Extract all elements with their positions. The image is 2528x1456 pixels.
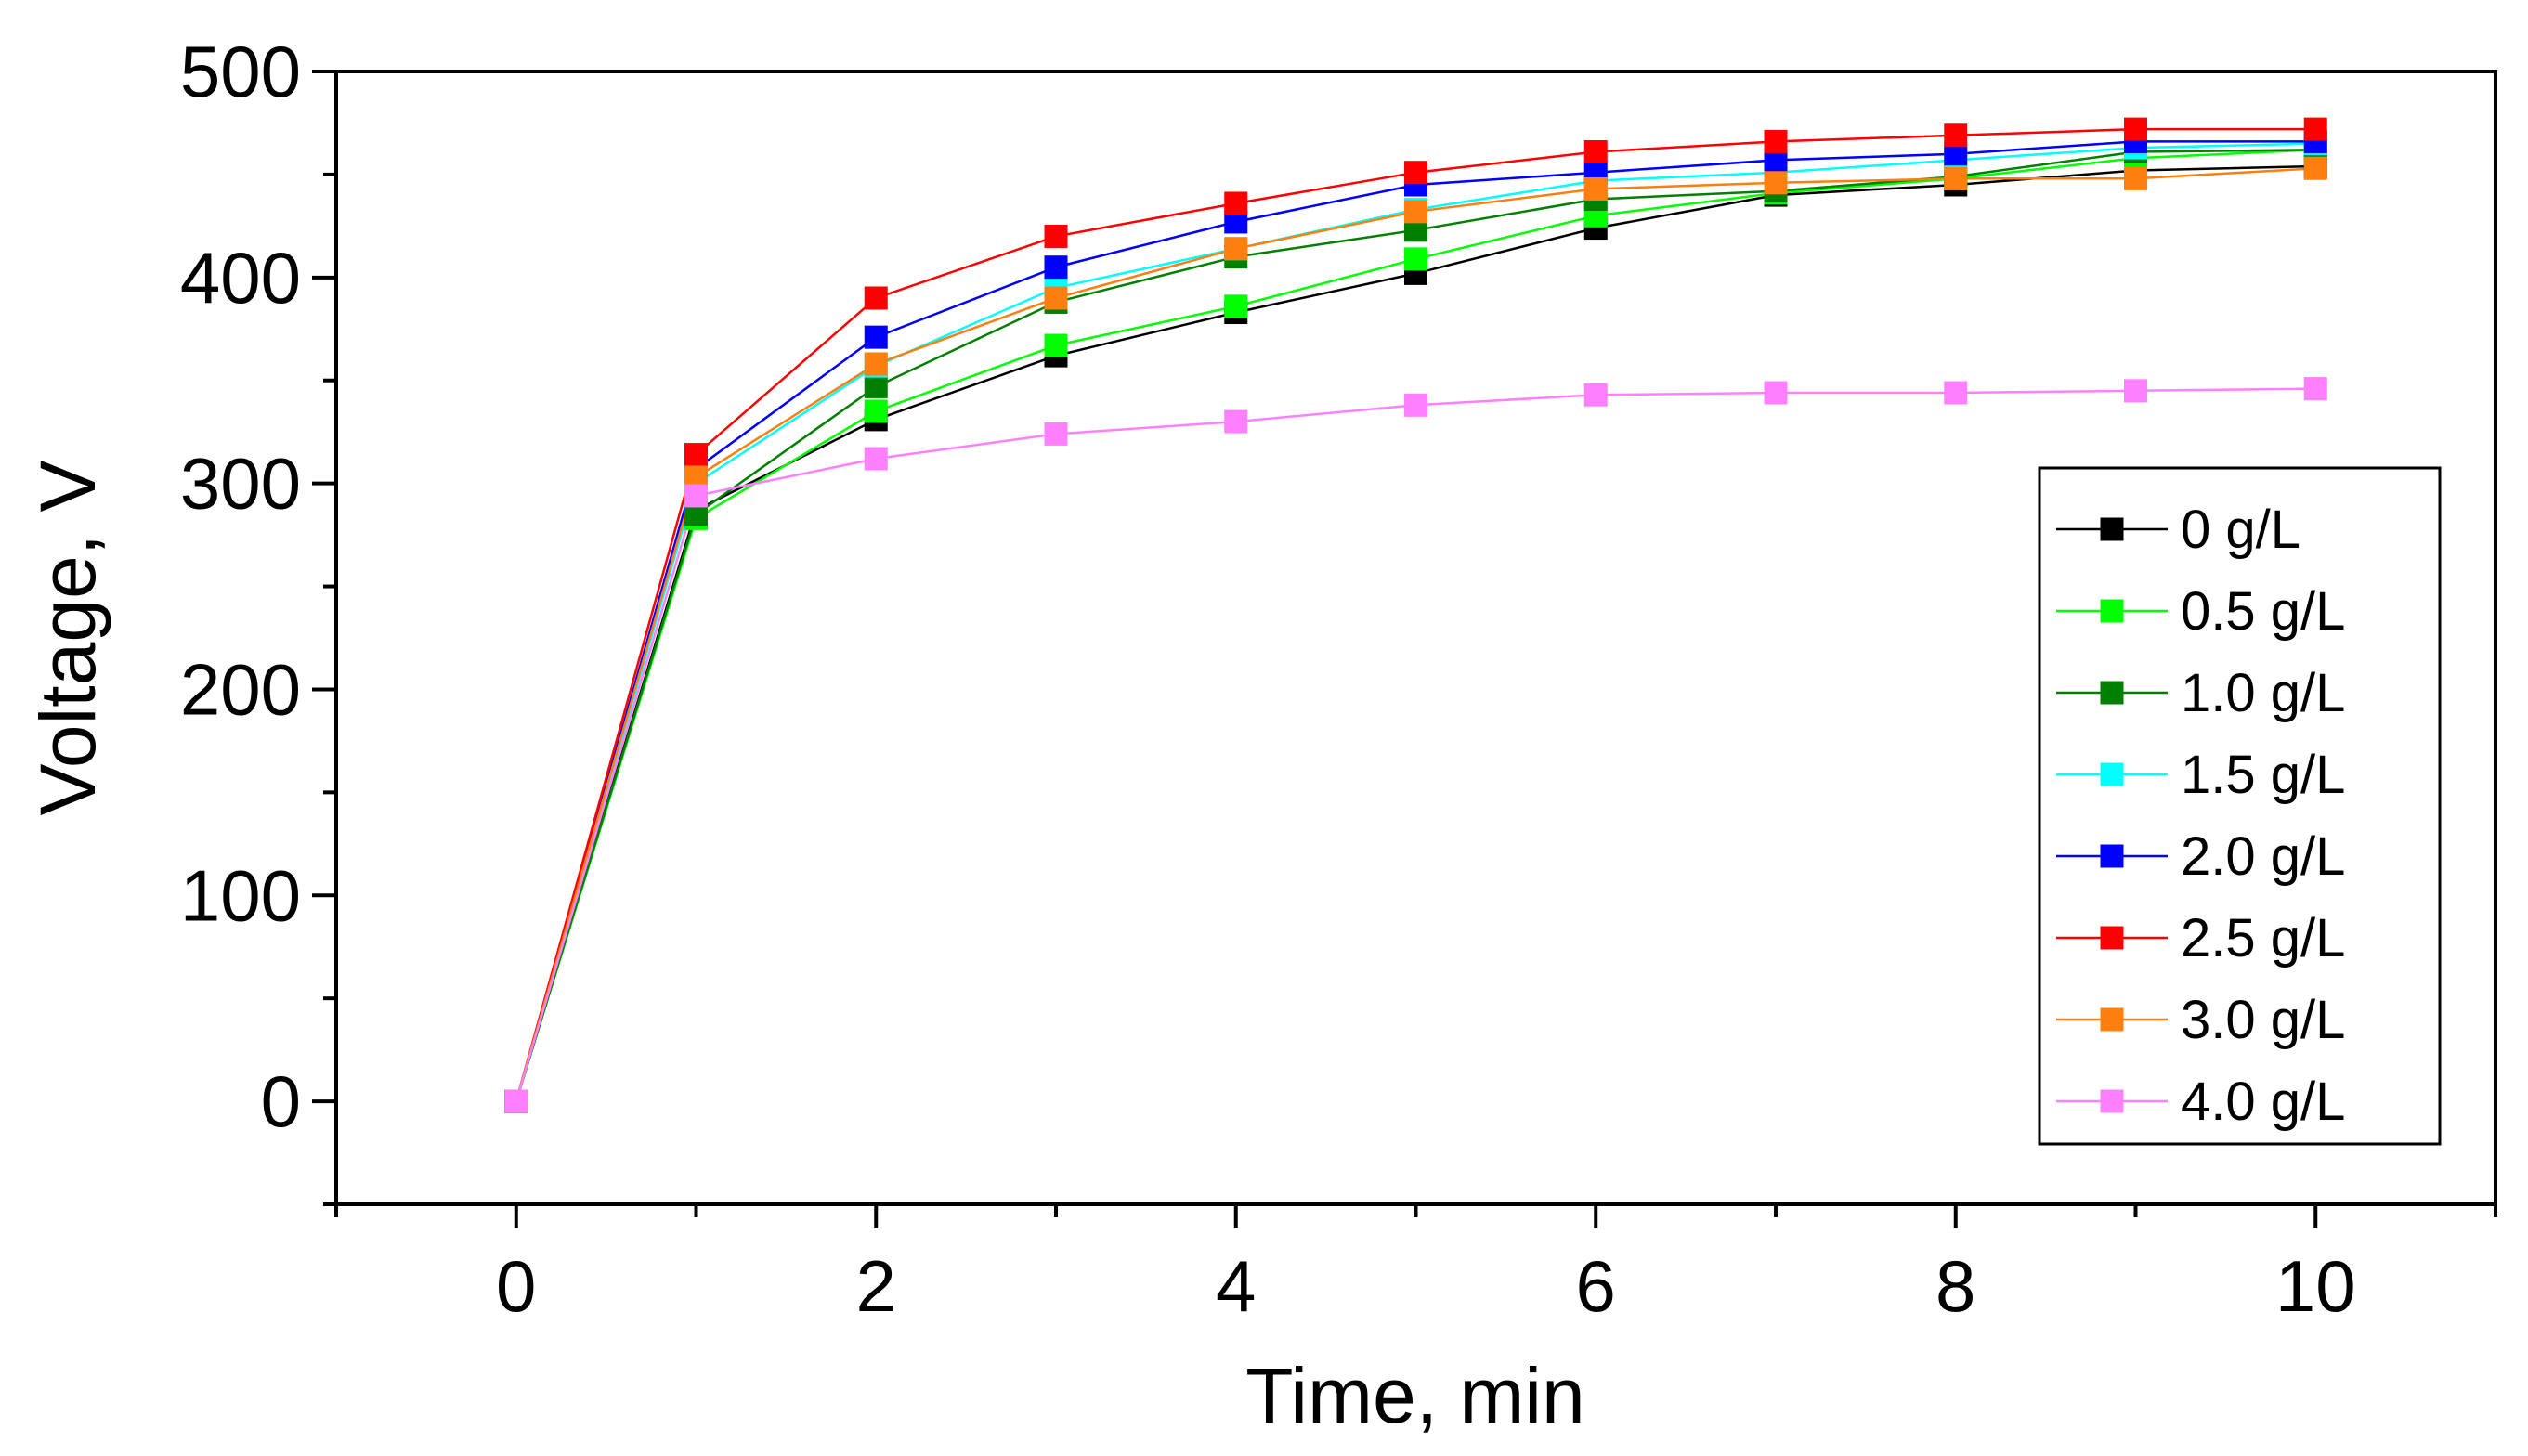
- data-point-series-5-x-9: [2124, 117, 2147, 141]
- data-point-series-7-x-10: [2303, 377, 2327, 401]
- data-point-series-6-x-7: [1764, 171, 1788, 195]
- legend-label: 1.0 g/L: [2181, 663, 2345, 723]
- data-point-series-6-x-3: [1044, 286, 1068, 310]
- data-point-series-7-x-4: [1224, 410, 1248, 434]
- data-point-series-6-x-9: [2124, 166, 2147, 190]
- data-point-series-6-x-8: [1944, 166, 1968, 190]
- data-point-series-4-x-2: [864, 325, 888, 349]
- legend-marker: [2100, 762, 2124, 786]
- data-point-series-5-x-7: [1764, 129, 1788, 153]
- data-point-series-7-x-6: [1583, 383, 1608, 407]
- data-point-series-5-x-2: [864, 286, 888, 310]
- data-point-series-6-x-6: [1583, 176, 1608, 201]
- legend-marker: [2100, 517, 2124, 541]
- data-point-series-1-x-4: [1224, 294, 1248, 318]
- legend-marker: [2100, 1008, 2124, 1032]
- legend-marker: [2100, 926, 2124, 950]
- legend-label: 0.5 g/L: [2181, 581, 2345, 642]
- legend-label: 3.0 g/L: [2181, 990, 2345, 1050]
- y-tick-label: 100: [180, 854, 301, 936]
- y-tick-label: 300: [180, 443, 301, 525]
- legend-marker: [2100, 1089, 2124, 1113]
- data-point-series-5-x-3: [1044, 224, 1068, 248]
- data-point-series-1-x-2: [864, 399, 888, 423]
- data-point-series-7-x-2: [864, 447, 888, 471]
- data-point-series-6-x-4: [1224, 237, 1248, 261]
- data-point-series-1-x-3: [1044, 333, 1068, 358]
- data-point-series-4-x-3: [1044, 255, 1068, 280]
- legend-marker: [2100, 681, 2124, 705]
- x-tick-label: 4: [1216, 1245, 1256, 1327]
- legend-box: [2038, 466, 2442, 1146]
- y-tick-label: 0: [261, 1060, 301, 1142]
- data-point-series-6-x-2: [864, 352, 888, 376]
- data-point-series-5-x-5: [1404, 161, 1427, 185]
- legend: 0 g/L 0.5 g/L 1.0 g/L 1.5 g/L 2.0 g/L 2.5 g/L…: [2038, 466, 2442, 1146]
- legend-label: 2.5 g/L: [2181, 908, 2345, 968]
- data-point-series-7-x-1: [684, 484, 708, 508]
- legend-label: 2.0 g/L: [2181, 826, 2345, 887]
- data-point-series-7-x-5: [1404, 393, 1427, 417]
- y-axis-title: Voltage, V: [24, 461, 111, 816]
- data-point-series-7-x-9: [2124, 379, 2147, 403]
- data-point-series-5-x-10: [2303, 117, 2327, 141]
- y-tick-label: 500: [180, 31, 301, 112]
- legend-marker: [2100, 844, 2124, 868]
- y-tick-label: 200: [180, 648, 301, 730]
- x-axis-title: Time, min: [1245, 1352, 1585, 1439]
- data-point-series-1-x-5: [1404, 247, 1427, 271]
- legend-label: 1.5 g/L: [2181, 745, 2345, 805]
- x-tick-label: 6: [1576, 1245, 1616, 1327]
- plot-layer: [504, 117, 2327, 1113]
- data-point-series-7-x-3: [1044, 422, 1068, 446]
- data-point-series-5-x-4: [1224, 191, 1248, 215]
- data-point-series-7-x-8: [1944, 381, 1968, 405]
- x-tick-label: 0: [496, 1245, 536, 1327]
- data-point-series-6-x-10: [2303, 156, 2327, 180]
- legend-marker: [2100, 599, 2124, 623]
- legend-label: 0 g/L: [2181, 500, 2300, 560]
- x-tick-label: 10: [2275, 1245, 2356, 1327]
- data-point-series-5-x-1: [684, 443, 708, 467]
- y-tick-label: 400: [180, 237, 301, 318]
- x-tick-label: 2: [856, 1245, 896, 1327]
- data-point-series-5-x-8: [1944, 124, 1968, 148]
- legend-label: 4.0 g/L: [2181, 1072, 2345, 1132]
- data-point-series-2-x-2: [864, 374, 888, 398]
- data-point-series-7-x-7: [1764, 381, 1788, 405]
- data-point-series-7-x-0: [504, 1089, 528, 1113]
- x-tick-label: 8: [1935, 1245, 1975, 1327]
- data-point-series-5-x-6: [1583, 140, 1608, 164]
- data-point-series-6-x-5: [1404, 200, 1427, 224]
